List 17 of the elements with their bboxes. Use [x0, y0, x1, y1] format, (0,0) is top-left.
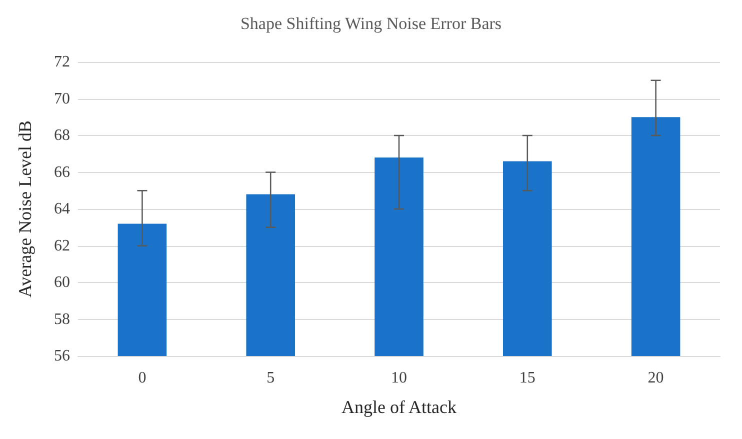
x-tick-label: 10	[391, 370, 407, 386]
y-tick-label: 66	[54, 164, 70, 181]
y-tick-label: 60	[54, 274, 70, 291]
y-axis-title: Average Noise Level dB	[15, 120, 35, 298]
y-tick-label: 58	[54, 310, 70, 328]
y-tick-label: 56	[54, 348, 70, 364]
y-tick-label: 68	[54, 127, 70, 144]
x-tick-label: 5	[266, 370, 275, 386]
x-axis-title: Angle of Attack	[342, 397, 456, 417]
x-tick-label: 0	[138, 370, 146, 386]
y-tick-label: 70	[54, 90, 70, 108]
y-tick-label: 64	[54, 200, 70, 218]
chart-title: Shape Shifting Wing Noise Error Bars	[240, 14, 502, 33]
x-tick-label: 15	[519, 370, 536, 386]
x-tick-label: 20	[648, 370, 664, 386]
y-tick-label: 62	[54, 237, 70, 254]
y-tick-label: 72	[54, 54, 70, 70]
